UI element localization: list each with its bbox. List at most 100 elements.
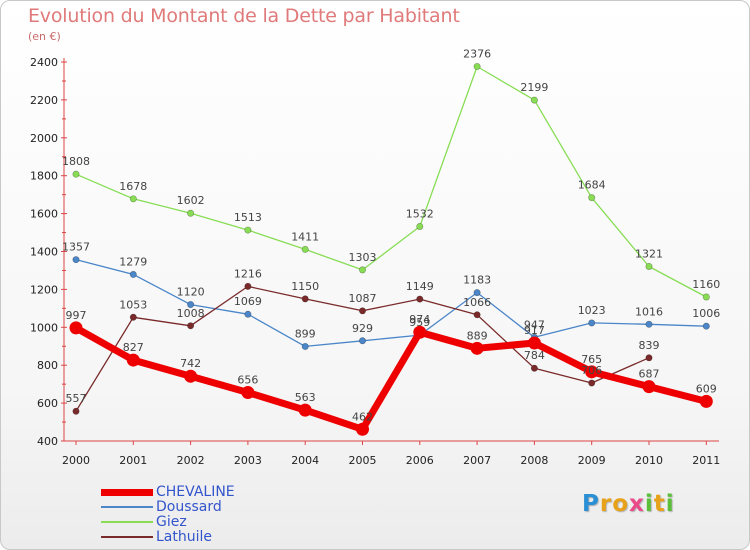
data-label: 1008 [177,307,205,320]
legend-label: Giez [156,514,187,530]
data-point [358,266,366,274]
data-label: 1183 [463,274,491,287]
data-label: 1513 [234,211,262,224]
legend-label: CHEVALINE [156,484,235,500]
data-point [126,353,140,367]
legend-swatch [101,489,153,496]
data-point [301,342,309,350]
logo-letter: i [665,491,675,517]
x-tick-label: 2005 [349,454,377,467]
logo-letter: o [612,491,630,517]
x-tick-label: 2002 [177,454,205,467]
series-line-chevaline [72,324,710,433]
data-point [585,365,599,379]
data-label: 1069 [234,295,262,308]
data-label: 1066 [463,296,491,309]
data-point [72,256,80,264]
x-tick-label: 2011 [692,454,720,467]
data-label: 947 [524,318,545,331]
logo-letter: P [582,491,600,517]
data-point [642,380,656,394]
data-label: 929 [352,322,373,335]
data-point [184,369,198,383]
data-label: 742 [180,357,201,370]
y-tick-label: 2000 [30,132,58,145]
x-tick-label: 2008 [520,454,548,467]
x-tick-label: 2000 [62,454,90,467]
y-tick-label: 1600 [30,208,58,221]
data-label: 1411 [291,230,319,243]
data-label: 899 [295,327,316,340]
data-label: 1160 [692,278,720,291]
data-point [702,322,710,330]
legend-label: Lathuile [156,529,213,545]
data-point [301,245,309,253]
y-tick-label: 600 [37,397,58,410]
data-label: 1684 [578,179,606,192]
data-point [702,293,710,301]
data-label: 765 [581,353,602,366]
data-label: 784 [524,349,545,362]
data-point [129,313,137,321]
data-label: 1357 [62,241,90,254]
x-tick-label: 2009 [578,454,606,467]
data-point [356,422,369,436]
series-line-lathuile [75,285,650,412]
data-point [588,379,596,387]
data-label: 462 [352,410,373,423]
x-tick-label: 2010 [635,454,663,467]
y-tick-label: 2200 [30,94,58,107]
legend-label: Doussard [156,499,222,515]
data-point [241,385,255,399]
data-point [416,295,424,303]
x-tick-label: 2004 [291,454,319,467]
data-label: 1216 [234,267,262,280]
data-label: 827 [123,341,144,354]
data-point [72,407,80,415]
legend-swatch [101,536,153,538]
data-point [69,321,83,335]
data-label: 1321 [635,247,663,260]
data-label: 656 [237,373,258,386]
x-tick-label: 2003 [234,454,262,467]
logo-letter: x [629,491,645,517]
data-point [588,319,596,327]
y-tick-label: 1400 [30,246,58,259]
data-label: 1120 [177,286,205,299]
data-point [588,194,596,202]
data-point [358,307,366,315]
data-point [473,311,481,319]
data-label: 1150 [291,280,319,293]
data-point [301,295,309,303]
y-tick-label: 1800 [30,170,58,183]
data-label: 609 [696,382,717,395]
data-point [470,341,484,355]
data-point [187,209,195,217]
data-label: 1532 [406,207,434,220]
data-point [358,337,366,345]
data-point [187,322,195,330]
data-label: 2376 [463,48,491,61]
data-label: 997 [66,309,87,322]
data-label: 1053 [119,298,147,311]
x-tick-label: 2001 [119,454,147,467]
data-point [645,320,653,328]
chart-title: Evolution du Montant de la Dette par Hab… [28,5,460,27]
data-point [244,310,252,318]
data-point [527,336,541,350]
x-tick-label: 2007 [463,454,491,467]
logo-letter: i [644,491,654,517]
data-label: 563 [295,391,316,404]
data-label: 1023 [578,304,606,317]
data-point [413,325,427,339]
data-point [129,270,137,278]
data-label: 687 [639,368,660,381]
data-point [187,301,195,309]
series-line-doussard [75,258,707,348]
data-label: 1279 [119,255,147,268]
legend-swatch [101,521,153,523]
data-label: 706 [581,364,602,377]
y-tick-label: 800 [37,359,58,372]
logo-letter: r [599,491,613,517]
